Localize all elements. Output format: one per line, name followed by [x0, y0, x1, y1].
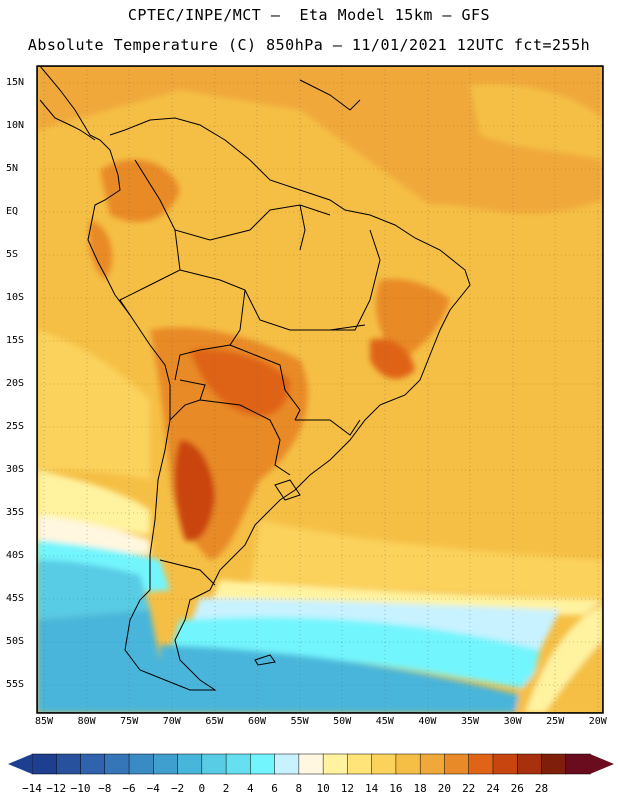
colorbar-label: −4 — [146, 782, 160, 795]
coastlines — [39, 66, 471, 691]
colorbar-swatch — [128, 753, 155, 775]
colorbar-swatch — [104, 753, 130, 775]
colorbar-swatch — [395, 753, 421, 775]
colorbar-swatch — [347, 753, 373, 775]
lat-label: 50S — [6, 636, 25, 647]
colorbar-label: 28 — [534, 782, 549, 795]
lat-label: 40S — [6, 550, 25, 561]
lat-label: 55S — [6, 679, 25, 690]
lat-label: 15N — [6, 77, 25, 88]
lon-label: 85W — [34, 716, 54, 727]
lat-label: 5S — [6, 249, 19, 260]
lon-label: 70W — [162, 716, 181, 727]
colorbar-swatch — [541, 753, 567, 775]
colorbar-swatch — [516, 753, 543, 775]
colorbar-label: 10 — [316, 782, 330, 795]
colorbar-label: −14 — [22, 782, 42, 795]
lon-label: 45W — [375, 716, 394, 727]
lon-label: 75W — [120, 716, 139, 727]
colorbar-left-arrow — [8, 754, 32, 774]
lon-label: 20W — [588, 716, 607, 727]
lon-label: 65W — [205, 716, 224, 727]
colorbar-swatch — [250, 753, 276, 775]
lat-label: 25S — [6, 421, 25, 432]
colorbar-label: 8 — [295, 782, 303, 795]
colorbar-label: 4 — [247, 782, 254, 795]
colorbar-swatch — [371, 753, 397, 775]
colorbar-label: 14 — [365, 782, 379, 795]
lon-label: 25W — [546, 716, 565, 727]
colorbar-label: 26 — [510, 782, 524, 795]
colorbar-label: 24 — [486, 782, 500, 795]
colorbar-label: 6 — [271, 782, 278, 795]
colorbar-swatch — [153, 753, 179, 775]
colorbar-swatch — [225, 753, 252, 775]
lon-label: 60W — [247, 716, 267, 727]
colorbar-swatch — [80, 753, 106, 775]
lat-label: 10N — [6, 120, 25, 131]
colorbar-swatch — [492, 753, 518, 775]
lat-label: 35S — [6, 507, 25, 518]
colorbar — [8, 753, 614, 775]
lat-label: 10S — [6, 292, 25, 303]
lon-label: 40W — [418, 716, 437, 727]
colorbar-swatch — [322, 753, 349, 775]
colorbar-label: 22 — [462, 782, 476, 795]
colorbar-label: 2 — [222, 782, 230, 795]
lat-label: 30S — [6, 464, 25, 475]
colorbar-label: 18 — [413, 782, 427, 795]
lon-label: 80W — [77, 716, 96, 727]
colorbar-swatch — [298, 753, 324, 775]
colorbar-label: 16 — [389, 782, 403, 795]
lat-label: EQ — [6, 206, 19, 217]
colorbar-label: −6 — [122, 782, 136, 795]
lat-label: 20S — [6, 378, 25, 389]
colorbar-swatch — [177, 753, 203, 775]
title-line-1: CPTEC/INPE/MCT – Eta Model 15km – GFS — [127, 6, 491, 24]
colorbar-swatch — [56, 753, 82, 775]
colorbar-swatch — [274, 753, 300, 775]
colorbar-swatch — [565, 753, 591, 775]
colorbar-label: 0 — [198, 782, 206, 795]
lat-label: 45S — [6, 593, 25, 604]
title-line-2: Absolute Temperature (C) 850hPa – 11/01/… — [27, 36, 591, 54]
colorbar-label: −2 — [170, 782, 185, 795]
lon-label: 55W — [290, 716, 309, 727]
lat-label: 15S — [6, 335, 25, 346]
temperature-field — [37, 66, 603, 713]
colorbar-label: −8 — [98, 782, 112, 795]
colorbar-swatch — [31, 753, 58, 775]
colorbar-right-arrow — [590, 754, 614, 774]
colorbar-label: 20 — [437, 782, 452, 795]
colorbar-swatch — [444, 753, 470, 775]
colorbar-label: −12 — [46, 782, 67, 795]
colorbar-swatch — [419, 753, 446, 775]
colorbar-label: 12 — [340, 782, 355, 795]
lon-label: 50W — [333, 716, 352, 727]
lon-label: 35W — [460, 716, 480, 727]
lon-label: 30W — [503, 716, 522, 727]
lat-label: 5N — [6, 163, 19, 174]
colorbar-label: −10 — [70, 782, 91, 795]
colorbar-swatch — [468, 753, 494, 775]
colorbar-swatch — [201, 753, 227, 775]
